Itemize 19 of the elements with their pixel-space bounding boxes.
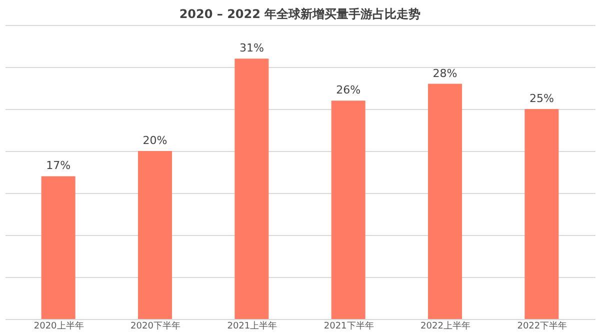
- bar: [428, 84, 462, 319]
- x-tick-label: 2021下半年: [324, 320, 374, 332]
- data-label: 26%: [336, 84, 361, 97]
- bar: [331, 100, 366, 319]
- data-label: 17%: [46, 159, 71, 172]
- bar: [138, 151, 172, 319]
- x-tick-label: 2022下半年: [517, 320, 568, 332]
- x-tick-label: 2021上半年: [227, 320, 278, 332]
- bar: [524, 109, 559, 319]
- data-label: 25%: [529, 92, 554, 105]
- chart-title: 2020 – 2022 年全球新增买量手游占比走势: [179, 7, 421, 21]
- data-label: 20%: [142, 134, 168, 147]
- x-tick-label: 2022上半年: [420, 320, 470, 332]
- bar: [41, 176, 76, 319]
- bar: [234, 58, 269, 319]
- data-label: 28%: [432, 66, 458, 80]
- data-label: 31%: [239, 42, 264, 55]
- x-tick-label: 2020上半年: [34, 320, 84, 332]
- x-tick-label: 2020下半年: [130, 320, 180, 332]
